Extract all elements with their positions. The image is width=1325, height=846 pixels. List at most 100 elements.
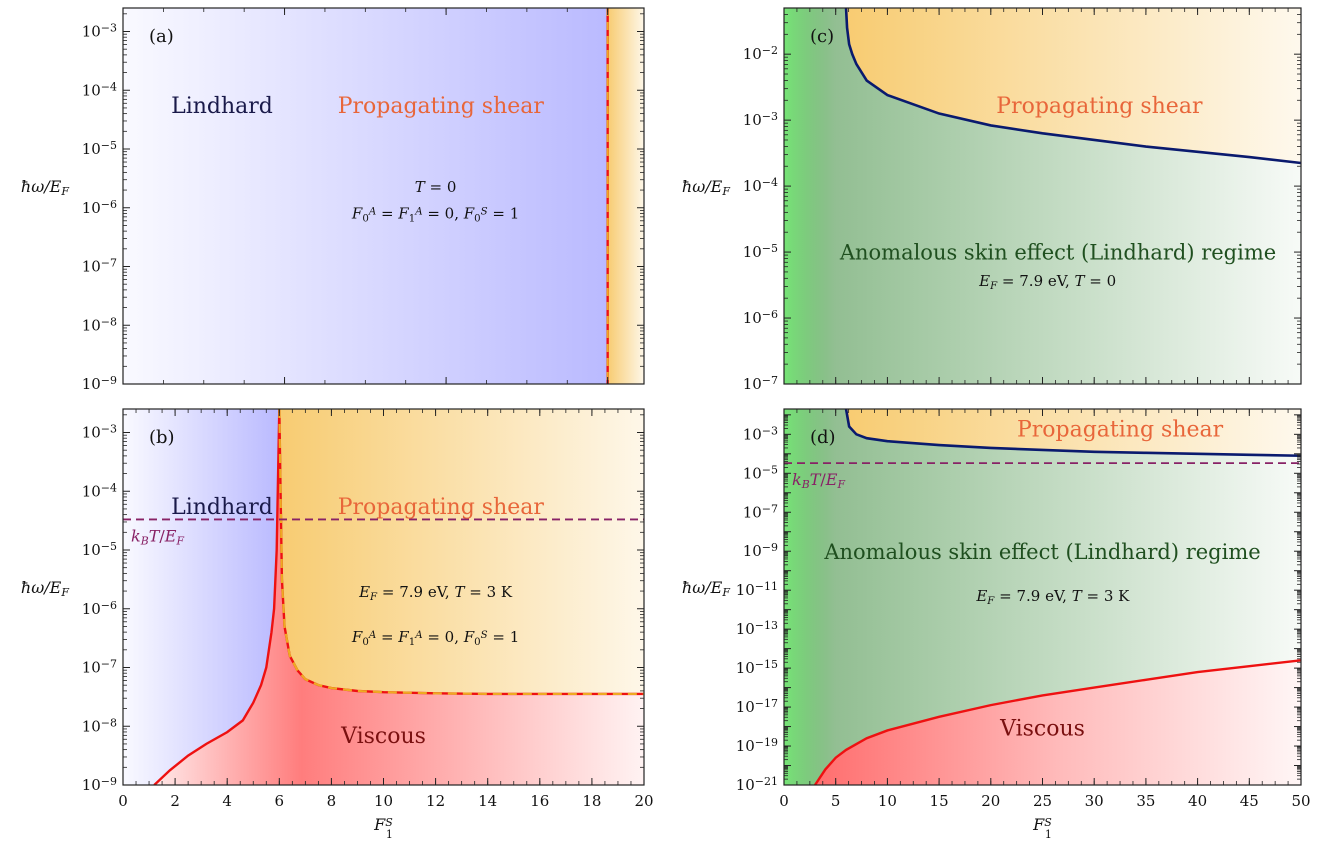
x-axis-label: FS 1 <box>373 815 393 841</box>
y-tick-label: 10−3 <box>743 110 778 130</box>
y-tick-label: 10−3 <box>82 422 117 442</box>
region-label-lindhard: Lindhard <box>171 495 273 520</box>
shear-boundary-line <box>844 409 1301 458</box>
y-tick-label: 10−6 <box>82 598 117 618</box>
x-tick-label: 16 <box>530 792 549 810</box>
region-propagating-shear <box>279 409 644 694</box>
y-tick-label: 10−15 <box>736 658 778 678</box>
y-tick-label: 10−11 <box>736 580 778 600</box>
panel-c: Anomalous skin effect (Lindhard) regime P… <box>682 7 1302 394</box>
y-axis-label: ħω/EF <box>21 177 69 198</box>
kbt-label: kBT/EF <box>131 526 184 547</box>
x-tick-label: 5 <box>831 792 841 810</box>
x-tick-label: 12 <box>426 792 445 810</box>
shear-boundary-line <box>844 8 1301 165</box>
y-tick-label: 10−13 <box>736 619 778 639</box>
y-tick-label: 10−5 <box>743 242 778 262</box>
x-tick-label: 50 <box>1291 792 1310 810</box>
x-tick-label: 18 <box>582 792 601 810</box>
x-tick-label: 40 <box>1188 792 1207 810</box>
y-tick-label: 10−3 <box>743 424 778 444</box>
plot-area <box>123 409 644 785</box>
y-tick-label: 10−6 <box>82 197 117 217</box>
y-tick-label: 10−8 <box>82 716 117 736</box>
x-tick-label: 30 <box>1085 792 1104 810</box>
plot-area <box>123 8 644 384</box>
viscous-boundary-line <box>814 659 1301 785</box>
annotation: T = 0 <box>415 178 457 196</box>
y-tick-label: 10−4 <box>82 80 117 100</box>
annotation: EF = 7.9 eV, T = 3 K <box>358 583 513 603</box>
plot-area <box>784 409 1301 785</box>
region-label-viscous: Viscous <box>340 724 426 749</box>
y-tick-label: 10−6 <box>743 308 778 328</box>
panel-b: kBT/EF Lindhard Propagating shear Viscous EF… <box>21 408 654 841</box>
y-tick-label: 10−19 <box>736 736 778 756</box>
y-tick-label: 10−9 <box>82 775 117 795</box>
panel-d: kBT/EF Anomalous skin effect (Lindhard) r… <box>682 408 1311 841</box>
y-tick-label: 10−7 <box>82 657 117 677</box>
region-label-propagating-shear: Propagating shear <box>338 495 545 520</box>
x-tick-label: 0 <box>118 792 128 810</box>
y-tick-label: 10−7 <box>743 502 778 522</box>
region-label-viscous: Viscous <box>999 717 1085 742</box>
panel-label: (a) <box>149 26 174 47</box>
x-tick-label: 15 <box>930 792 949 810</box>
y-axis-label: ħω/EF <box>682 177 730 198</box>
region-propagating-shear <box>607 8 644 384</box>
x-tick-label: 25 <box>1033 792 1052 810</box>
y-tick-label: 10−9 <box>743 541 778 561</box>
plot-frame <box>122 7 645 385</box>
x-tick-label: 10 <box>878 792 897 810</box>
region-propagating-shear <box>846 409 1301 456</box>
y-axis-label: ħω/EF <box>21 578 69 599</box>
y-tick-label: 10−21 <box>736 775 778 795</box>
x-tick-label: 2 <box>170 792 180 810</box>
panel-a: Lindhard Propagating shear T = 0 F0A = F1A … <box>21 7 645 394</box>
region-label-anomalous-skin-effect-lindhard-regime: Anomalous skin effect (Lindhard) regime <box>839 240 1276 264</box>
region-label-lindhard: Lindhard <box>171 94 273 119</box>
x-tick-label: 35 <box>1136 792 1155 810</box>
y-tick-label: 10−5 <box>82 540 117 560</box>
y-tick-label: 10−7 <box>743 374 778 394</box>
x-tick-label: 0 <box>779 792 789 810</box>
y-tick-label: 10−4 <box>743 176 778 196</box>
panel-label: (d) <box>810 427 836 448</box>
y-tick-label: 10−5 <box>82 139 117 159</box>
y-axis-label: ħω/EF <box>682 578 730 599</box>
region-viscous <box>154 409 644 785</box>
region-label-anomalous-skin-effect-lindhard-regime: Anomalous skin effect (Lindhard) regime <box>823 540 1260 564</box>
region-propagating-shear <box>846 8 1301 164</box>
region-label-propagating-shear: Propagating shear <box>996 94 1203 119</box>
annotation: EF = 7.9 eV, T = 0 <box>978 272 1116 292</box>
annotation: F0A = F1A = 0, F0S = 1 <box>351 205 519 225</box>
x-tick-label: 6 <box>275 792 285 810</box>
y-tick-label: 10−7 <box>82 256 117 276</box>
region-label-propagating-shear: Propagating shear <box>1017 418 1224 443</box>
kbt-label: kBT/EF <box>792 470 845 491</box>
region-lindhard <box>123 409 280 785</box>
x-tick-label: 4 <box>222 792 232 810</box>
x-tick-label: 14 <box>478 792 497 810</box>
y-tick-label: 10−8 <box>82 315 117 335</box>
x-tick-label: 8 <box>327 792 337 810</box>
x-axis-label: FS 1 <box>1032 815 1052 841</box>
lindhard-viscous-boundary-line <box>153 409 281 785</box>
x-tick-label: 20 <box>634 792 653 810</box>
y-tick-label: 10−3 <box>82 21 117 41</box>
y-tick-label: 10−9 <box>82 374 117 394</box>
x-tick-label: 20 <box>981 792 1000 810</box>
y-tick-label: 10−4 <box>82 481 117 501</box>
y-tick-label: 10−5 <box>743 463 778 483</box>
annotation: F0A = F1A = 0, F0S = 1 <box>351 628 519 648</box>
y-tick-label: 10−2 <box>743 44 778 64</box>
plot-area <box>784 8 1301 384</box>
panel-label: (c) <box>810 26 834 47</box>
panel-label: (b) <box>149 427 175 448</box>
annotation: EF = 7.9 eV, T = 3 K <box>975 587 1130 607</box>
x-tick-label: 10 <box>374 792 393 810</box>
region-label-propagating-shear: Propagating shear <box>338 94 545 119</box>
y-tick-label: 10−17 <box>736 697 778 717</box>
